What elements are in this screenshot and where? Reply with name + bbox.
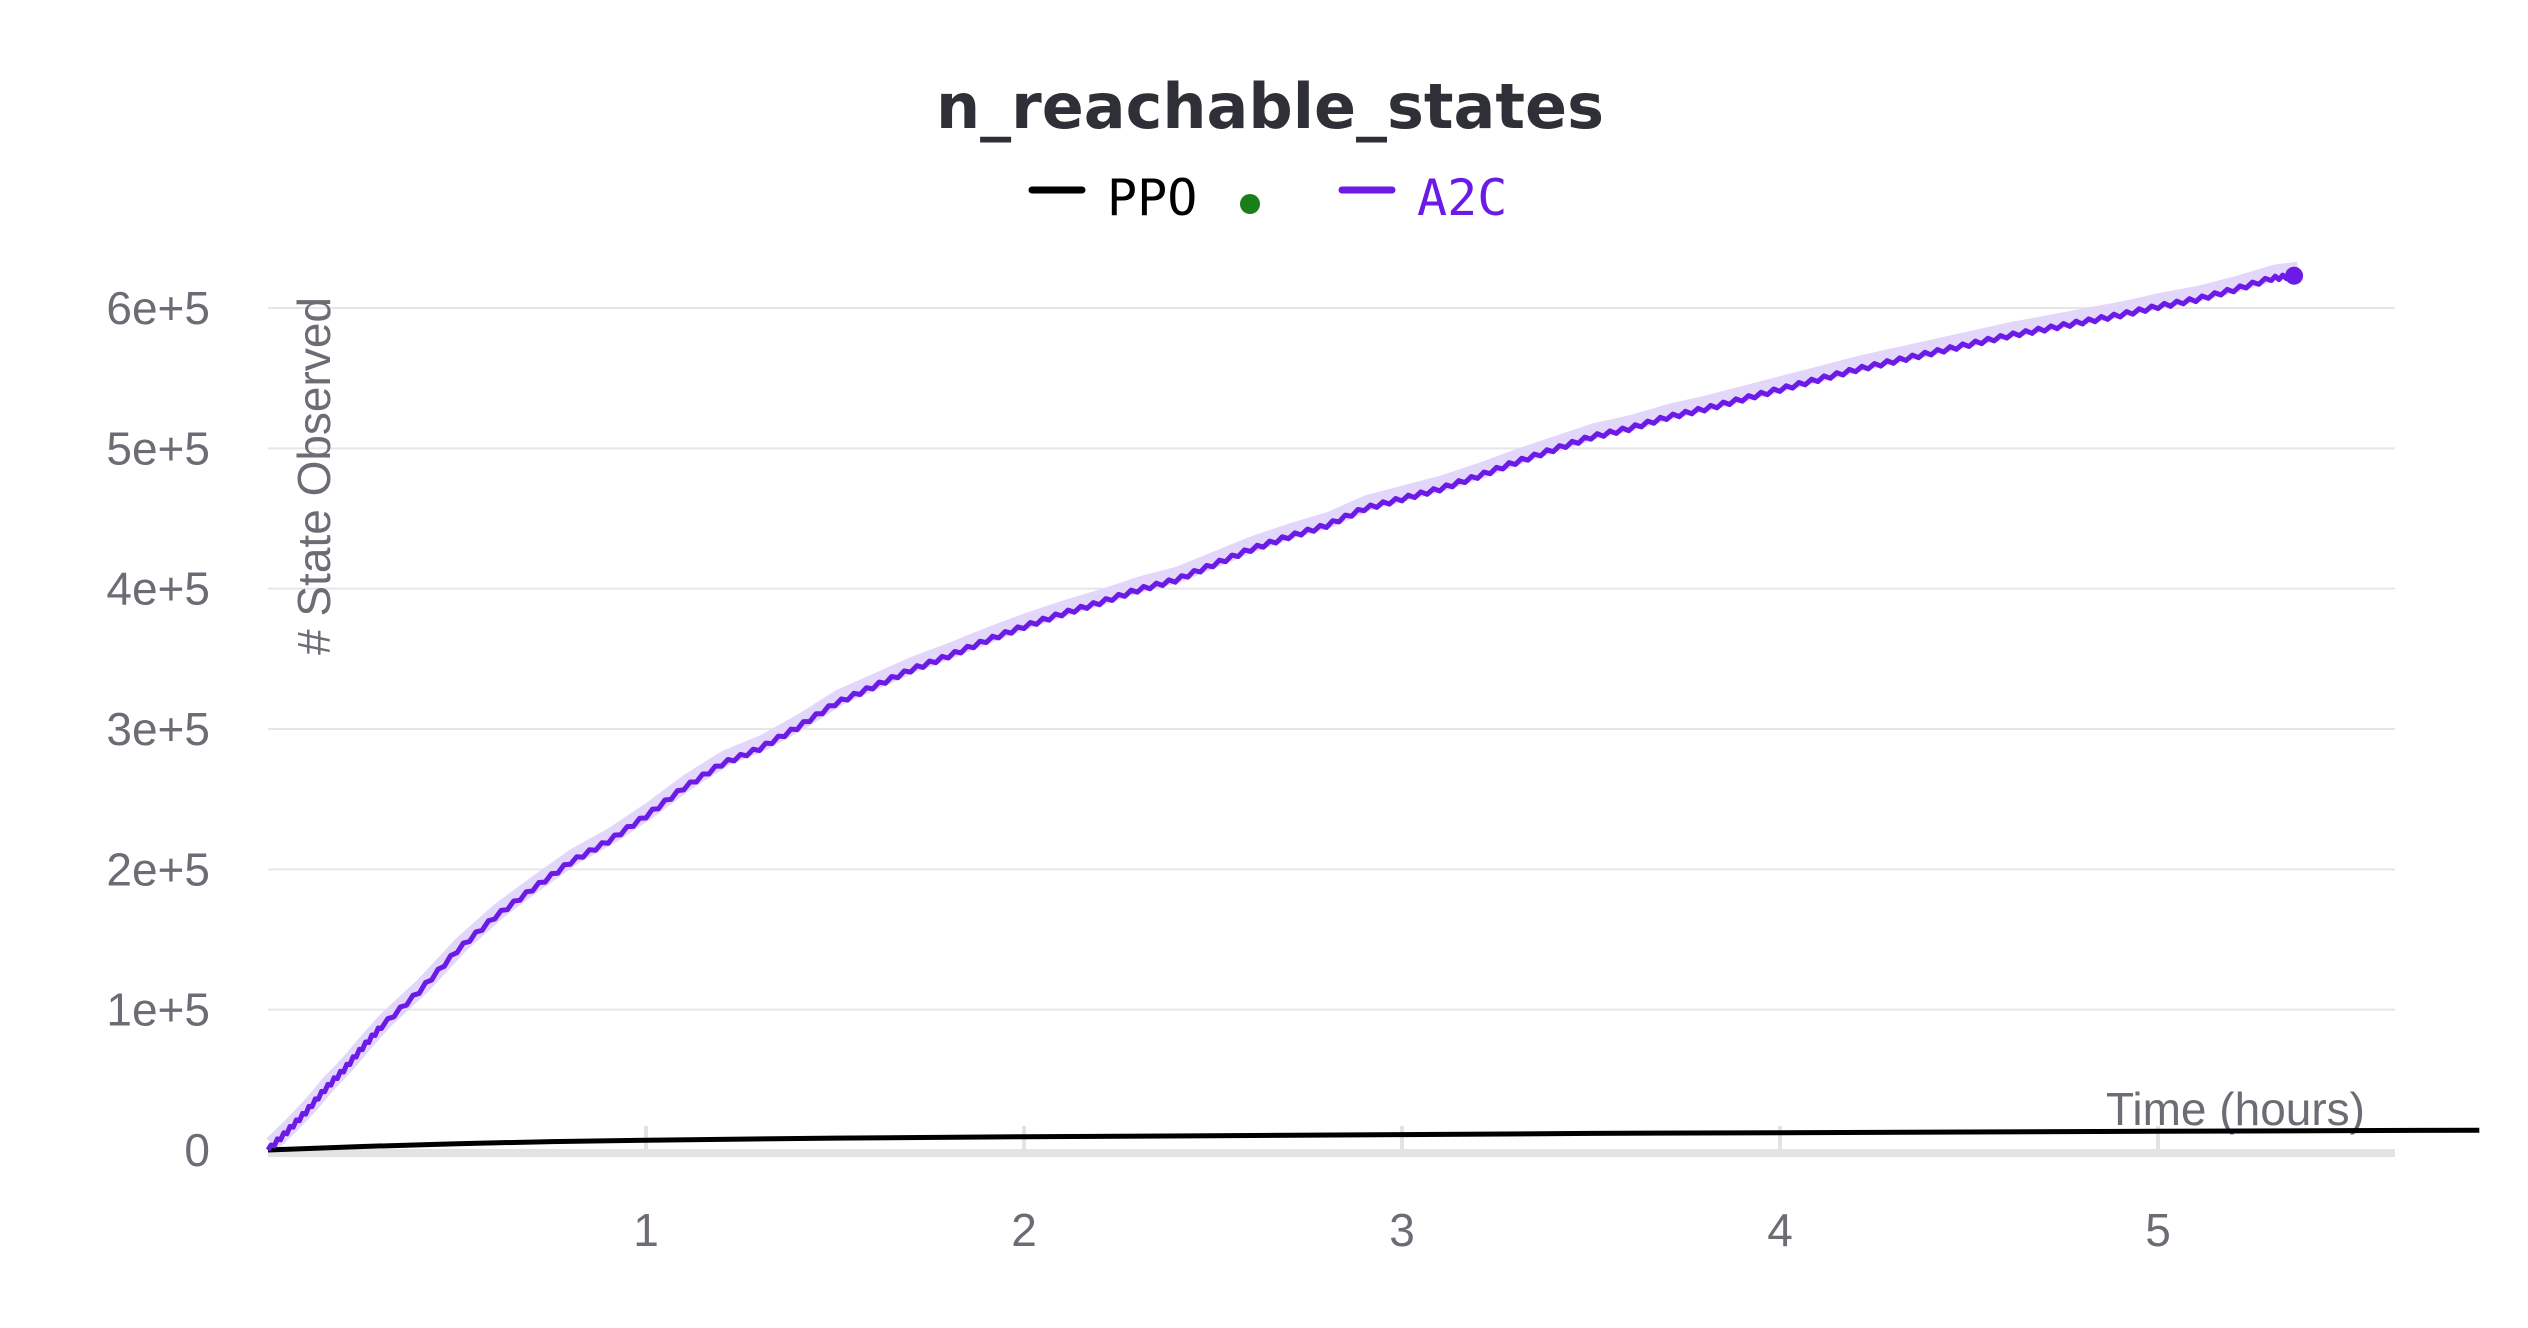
legend-label-a2c: A2C: [1417, 169, 1507, 227]
gridlines: [268, 307, 2395, 1157]
chart-title: n_reachable_states: [936, 70, 1604, 143]
y-tick-label: 5e+5: [106, 422, 210, 474]
legend-status-dot: [1240, 194, 1260, 214]
y-tick-label: 4e+5: [106, 563, 210, 615]
series-a2c-line[interactable]: [265, 271, 2296, 1152]
x-tick-label: 4: [1767, 1204, 1793, 1256]
x-tick-label: 5: [2145, 1204, 2171, 1256]
x-tick-label: 2: [1011, 1204, 1037, 1256]
y-tick-label: 3e+5: [106, 703, 210, 755]
x-axis-label: Time (hours): [2106, 1083, 2365, 1135]
x-tick-label: 1: [633, 1204, 659, 1256]
y-tick-label: 2e+5: [106, 843, 210, 895]
y-axis-ticks: 0 1e+5 2e+5 3e+5 4e+5 5e+5 6e+5: [106, 282, 210, 1176]
y-tick-label: 0: [184, 1124, 210, 1176]
series-a2c-band: [266, 261, 2300, 1150]
series-ppo-line[interactable]: [267, 1127, 2480, 1153]
y-tick-label: 1e+5: [106, 984, 210, 1036]
series-a2c-endpoint[interactable]: [2285, 266, 2304, 285]
plot-area: [265, 261, 2480, 1153]
y-axis-label: # State Observed: [288, 297, 340, 655]
y-tick-label: 6e+5: [106, 282, 210, 334]
x-axis-ticks: 1 2 3 4 5: [633, 1126, 2171, 1256]
legend-label-ppo: PPO: [1107, 169, 1197, 227]
legend[interactable]: PPO A2C: [1028, 169, 1507, 227]
x-tick-label: 3: [1389, 1204, 1415, 1256]
